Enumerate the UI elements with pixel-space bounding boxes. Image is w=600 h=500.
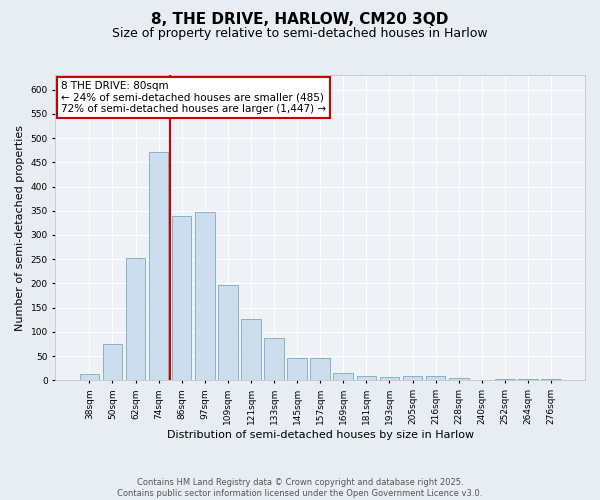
Bar [380,377,400,380]
Bar [172,216,191,380]
Bar [403,376,422,380]
X-axis label: Distribution of semi-detached houses by size in Harlow: Distribution of semi-detached houses by … [167,430,474,440]
Bar [518,379,538,380]
Bar [287,358,307,380]
Bar [149,152,169,380]
Text: Size of property relative to semi-detached houses in Harlow: Size of property relative to semi-detach… [112,28,488,40]
Bar [103,344,122,381]
Bar [356,376,376,380]
Bar [310,358,330,380]
Text: 8 THE DRIVE: 80sqm
← 24% of semi-detached houses are smaller (485)
72% of semi-d: 8 THE DRIVE: 80sqm ← 24% of semi-detache… [61,81,326,114]
Bar [195,212,215,380]
Bar [241,319,261,380]
Text: Contains HM Land Registry data © Crown copyright and database right 2025.
Contai: Contains HM Land Registry data © Crown c… [118,478,482,498]
Bar [125,258,145,380]
Bar [264,338,284,380]
Bar [426,376,445,380]
Bar [218,285,238,380]
Y-axis label: Number of semi-detached properties: Number of semi-detached properties [15,124,25,330]
Bar [334,373,353,380]
Bar [449,378,469,380]
Bar [80,374,99,380]
Text: 8, THE DRIVE, HARLOW, CM20 3QD: 8, THE DRIVE, HARLOW, CM20 3QD [151,12,449,28]
